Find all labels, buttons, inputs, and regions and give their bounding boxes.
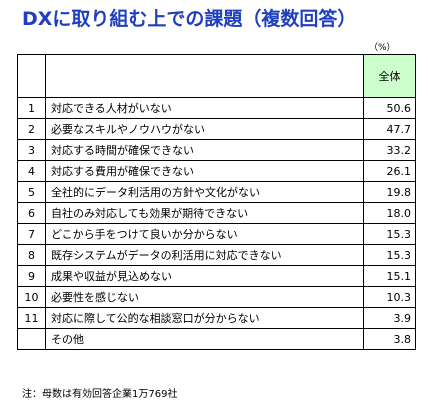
survey-table: 全体 1 対応できる人材がいない 50.6 2 必要なスキルやノウハウがない 47.7 3 対…: [17, 54, 416, 350]
row-label: 全社的にデータ利活用の方針や文化がない: [45, 181, 364, 203]
row-number: 10: [17, 286, 46, 308]
table-header-row: 全体: [17, 54, 416, 98]
row-value: 18.0: [363, 202, 416, 224]
row-value: 3.8: [363, 328, 416, 350]
row-label: 自社のみ対応しても効果が期待できない: [45, 202, 364, 224]
table-row: その他 3.8: [17, 328, 416, 350]
row-number: 9: [17, 265, 46, 287]
row-label: 対応する時間が確保できない: [45, 139, 364, 161]
table-row: 4 対応する費用が確保できない 26.1: [17, 160, 416, 182]
row-number: 1: [17, 97, 46, 119]
row-value: 10.3: [363, 286, 416, 308]
table-row: 7 どこから手をつけて良いか分からない 15.3: [17, 223, 416, 245]
row-number: 4: [17, 160, 46, 182]
row-value: 47.7: [363, 118, 416, 140]
row-number: [17, 328, 46, 350]
row-label: 対応できる人材がいない: [45, 97, 364, 119]
row-number: 6: [17, 202, 46, 224]
row-value: 15.3: [363, 244, 416, 266]
row-label: 既存システムがデータの利活用に対応できない: [45, 244, 364, 266]
column-header-total: 全体: [363, 54, 416, 98]
row-value: 50.6: [363, 97, 416, 119]
table-row: 8 既存システムがデータの利活用に対応できない 15.3: [17, 244, 416, 266]
row-value: 15.1: [363, 265, 416, 287]
table-row: 1 対応できる人材がいない 50.6: [17, 97, 416, 119]
row-label: 必要なスキルやノウハウがない: [45, 118, 364, 140]
table-row: 10 必要性を感じない 10.3: [17, 286, 416, 308]
chart-title: DXに取り組む上での課題（複数回答）: [22, 8, 357, 30]
row-value: 3.9: [363, 307, 416, 329]
row-number: 8: [17, 244, 46, 266]
row-label: 成果や収益が見込めない: [45, 265, 364, 287]
table-row: 2 必要なスキルやノウハウがない 47.7: [17, 118, 416, 140]
row-number: 7: [17, 223, 46, 245]
unit-label: （%）: [369, 43, 396, 53]
row-label: どこから手をつけて良いか分からない: [45, 223, 364, 245]
row-label: 対応に際して公的な相談窓口が分からない: [45, 307, 364, 329]
row-value: 33.2: [363, 139, 416, 161]
row-label: その他: [45, 328, 364, 350]
table-row: 3 対応する時間が確保できない 33.2: [17, 139, 416, 161]
table-row: 11 対応に際して公的な相談窓口が分からない 3.9: [17, 307, 416, 329]
row-value: 26.1: [363, 160, 416, 182]
table-row: 9 成果や収益が見込めない 15.1: [17, 265, 416, 287]
row-value: 19.8: [363, 181, 416, 203]
row-value: 15.3: [363, 223, 416, 245]
row-number: 2: [17, 118, 46, 140]
row-number: 5: [17, 181, 46, 203]
row-number: 11: [17, 307, 46, 329]
table-row: 5 全社的にデータ利活用の方針や文化がない 19.8: [17, 181, 416, 203]
row-label: 対応する費用が確保できない: [45, 160, 364, 182]
table-row: 6 自社のみ対応しても効果が期待できない 18.0: [17, 202, 416, 224]
header-blank-item: [45, 54, 364, 98]
footnote: 注：母数は有効回答企業1万769社: [22, 389, 178, 400]
row-number: 3: [17, 139, 46, 161]
header-blank-num: [17, 54, 46, 98]
row-label: 必要性を感じない: [45, 286, 364, 308]
